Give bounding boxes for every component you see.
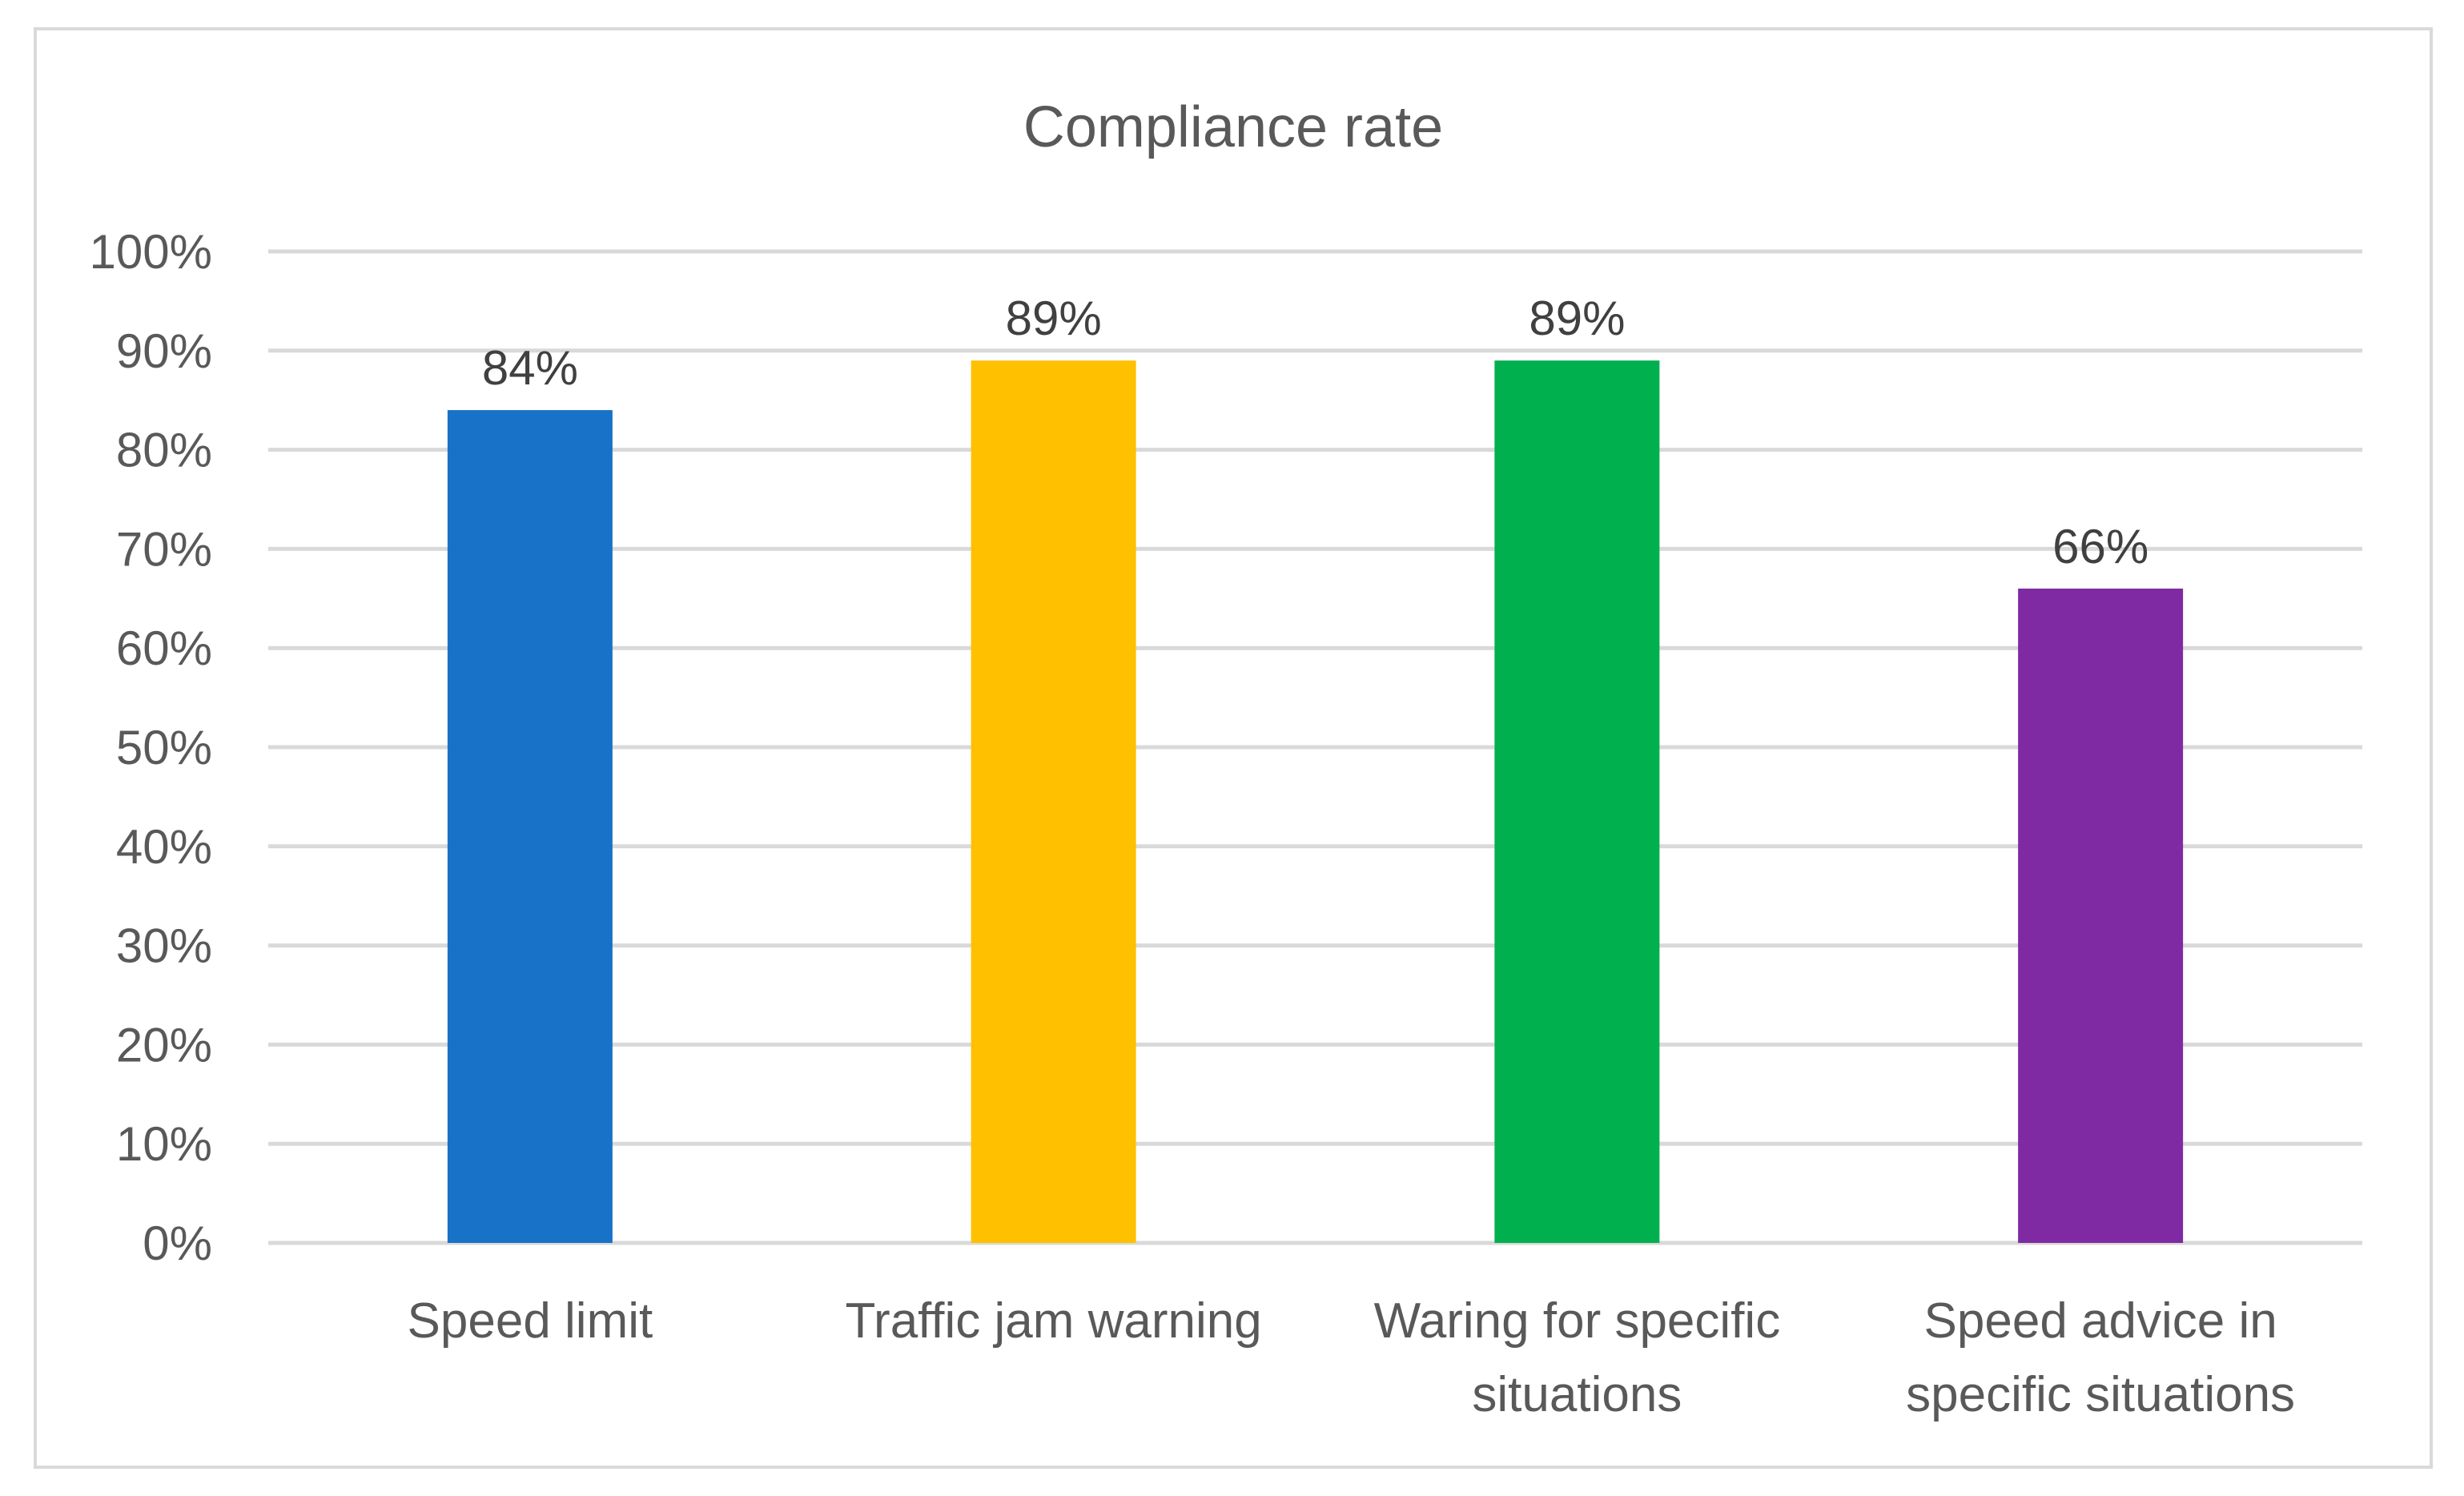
y-tick-label-0: 0% [143, 1217, 212, 1270]
data-label-4: 66% [2052, 520, 2148, 573]
x-axis-category-labels: Speed limit Traffic jam warning Waring for… [408, 1293, 2296, 1422]
y-tick-label-60: 60% [116, 621, 212, 675]
bars [447, 360, 2184, 1244]
y-axis-tick-labels: 0% 10% 20% 30% 40% 50% 60% 70% 80% 90% 100% [90, 225, 212, 1270]
y-tick-label-80: 80% [116, 424, 212, 477]
y-tick-label-100: 100% [90, 225, 212, 279]
data-label-1: 84% [482, 341, 578, 395]
category-label-1-line-1: Speed limit [408, 1293, 653, 1349]
chart-title: Compliance rate [1023, 95, 1443, 159]
category-label-4-line-1: Speed advice in [1924, 1293, 2277, 1349]
y-tick-label-70: 70% [116, 522, 212, 576]
bar-3 [1494, 360, 1660, 1244]
y-tick-label-90: 90% [116, 324, 212, 378]
y-tick-label-20: 20% [116, 1018, 212, 1072]
gridlines [268, 249, 2362, 1245]
category-label-4-line-2: specific situations [1906, 1367, 2295, 1422]
bar-2 [971, 360, 1136, 1244]
data-label-2: 89% [1006, 292, 1102, 345]
y-tick-label-10: 10% [116, 1117, 212, 1171]
data-label-3: 89% [1529, 292, 1625, 345]
category-label-2-line-1: Traffic jam warning [845, 1293, 1261, 1349]
bar-1 [447, 410, 613, 1243]
bar-4 [2018, 588, 2184, 1243]
category-label-3-line-2: situations [1472, 1367, 1682, 1422]
category-label-3-line-1: Waring for specific [1374, 1293, 1781, 1349]
data-labels: 84% 89% 89% 66% [482, 292, 2148, 573]
y-tick-label-50: 50% [116, 721, 212, 774]
y-tick-label-40: 40% [116, 820, 212, 874]
y-tick-label-30: 30% [116, 919, 212, 973]
